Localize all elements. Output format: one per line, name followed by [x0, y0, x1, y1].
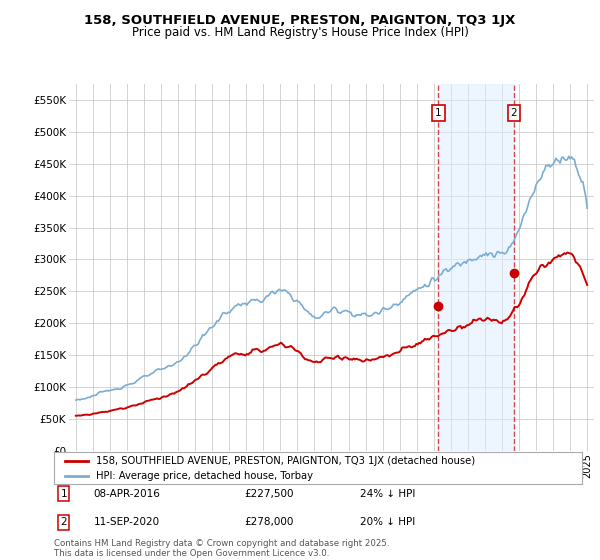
Text: 158, SOUTHFIELD AVENUE, PRESTON, PAIGNTON, TQ3 1JX: 158, SOUTHFIELD AVENUE, PRESTON, PAIGNTO… [85, 14, 515, 27]
Text: Contains HM Land Registry data © Crown copyright and database right 2025.
This d: Contains HM Land Registry data © Crown c… [54, 539, 389, 558]
Text: £227,500: £227,500 [244, 489, 293, 499]
Text: HPI: Average price, detached house, Torbay: HPI: Average price, detached house, Torb… [96, 472, 313, 481]
Text: 20% ↓ HPI: 20% ↓ HPI [360, 517, 415, 528]
Text: Price paid vs. HM Land Registry's House Price Index (HPI): Price paid vs. HM Land Registry's House … [131, 26, 469, 39]
Text: 1: 1 [61, 489, 67, 499]
Text: 2: 2 [511, 108, 517, 118]
Text: 1: 1 [435, 108, 442, 118]
Text: 24% ↓ HPI: 24% ↓ HPI [360, 489, 416, 499]
Bar [439, 84, 514, 451]
Text: 11-SEP-2020: 11-SEP-2020 [94, 517, 160, 528]
Text: 158, SOUTHFIELD AVENUE, PRESTON, PAIGNTON, TQ3 1JX (detached house): 158, SOUTHFIELD AVENUE, PRESTON, PAIGNTO… [96, 456, 475, 466]
Text: 2: 2 [61, 517, 67, 528]
Text: £278,000: £278,000 [244, 517, 293, 528]
Text: 08-APR-2016: 08-APR-2016 [94, 489, 160, 499]
